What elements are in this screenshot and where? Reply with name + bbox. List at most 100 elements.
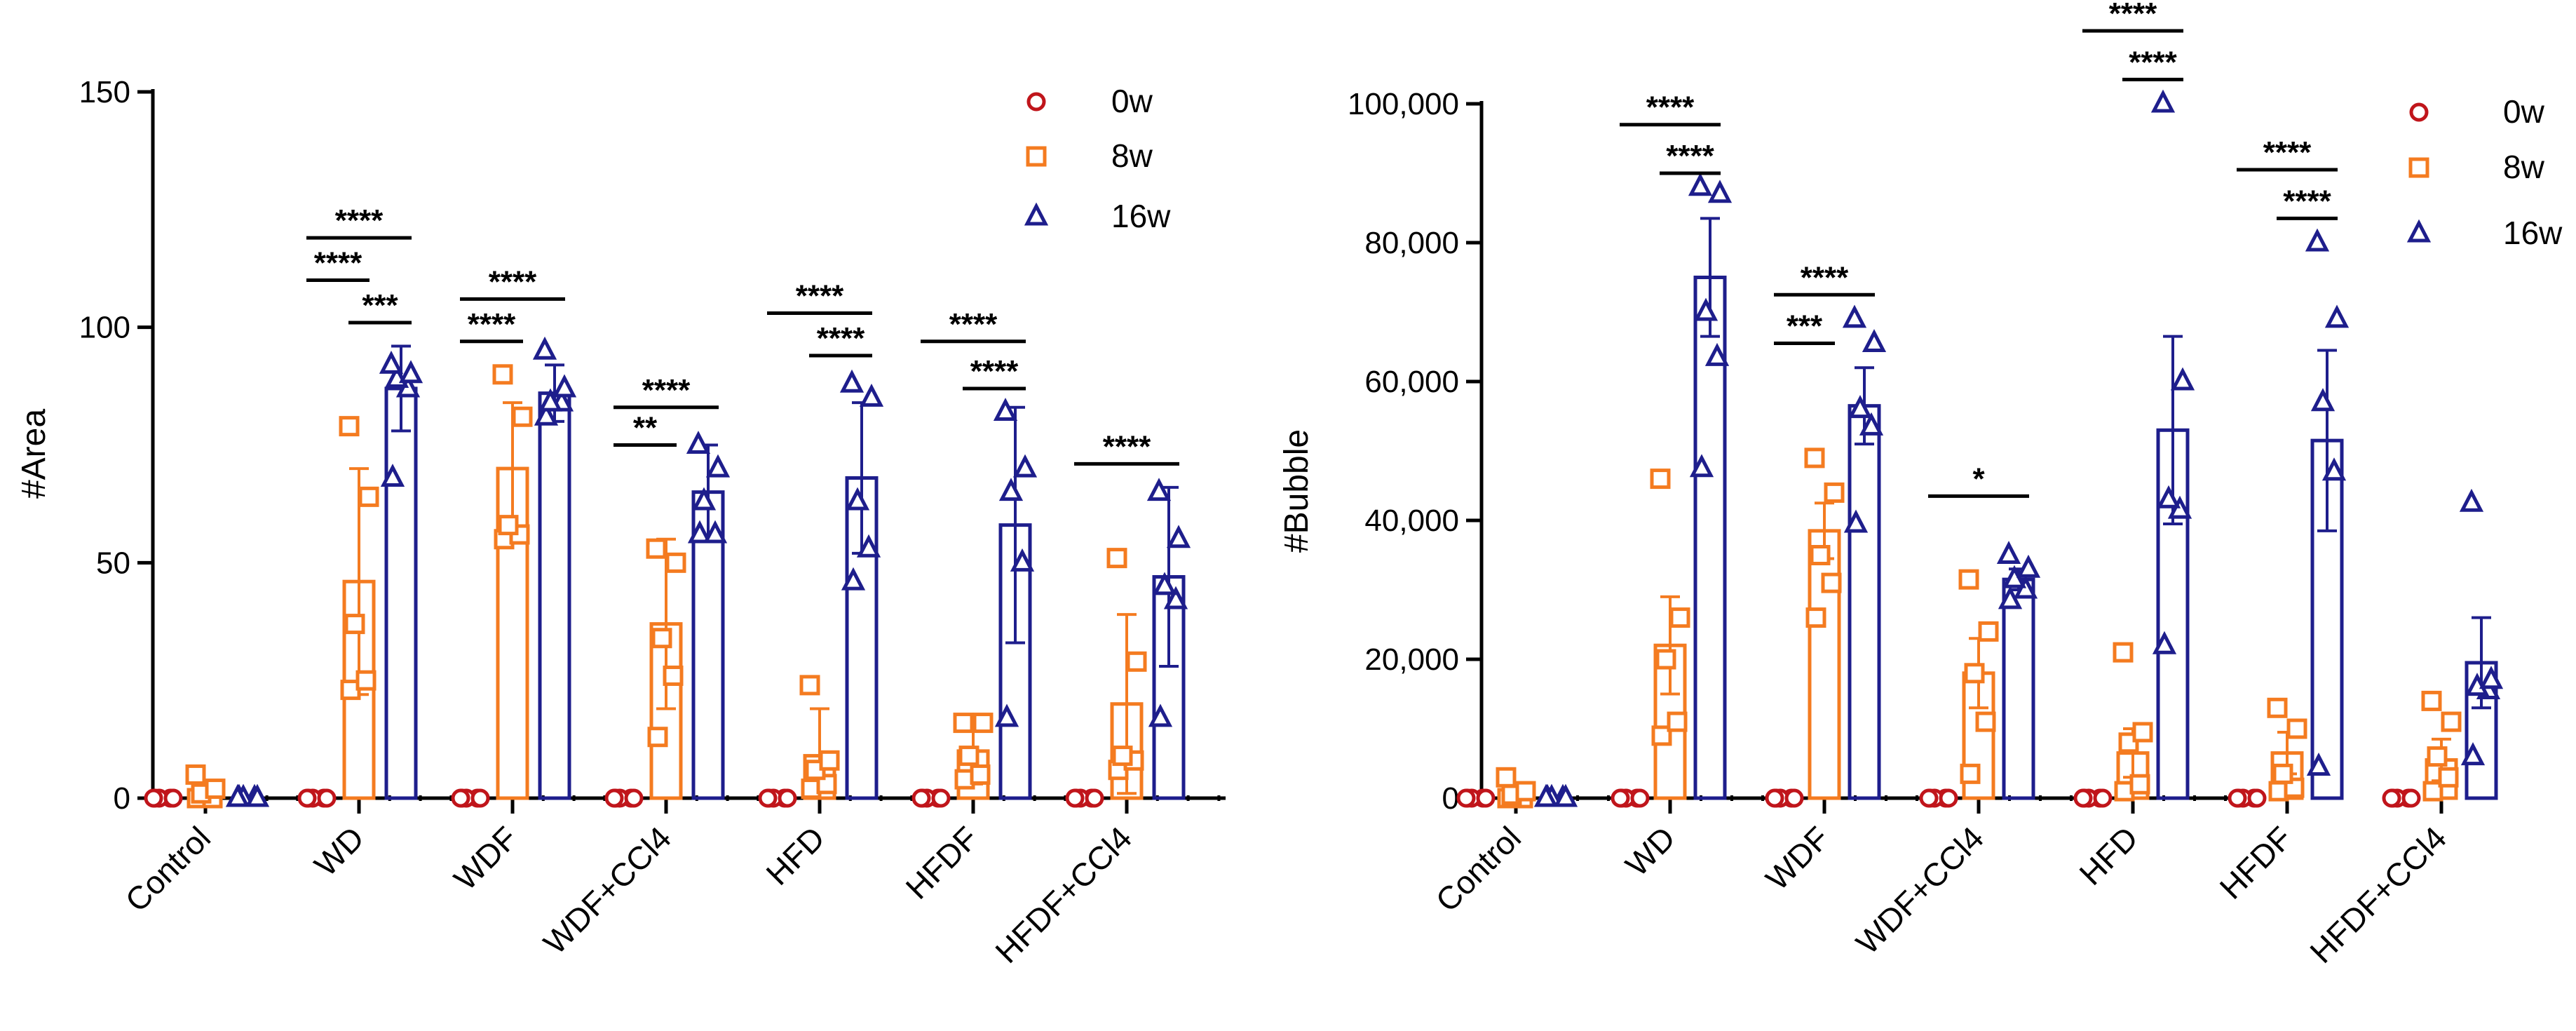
data-point [931, 788, 951, 808]
data-point [799, 675, 820, 696]
data-point [845, 487, 870, 511]
data-point [379, 350, 404, 374]
data-point [552, 374, 577, 398]
legend-marker [2409, 102, 2429, 122]
data-point [1010, 548, 1035, 572]
data-point [317, 788, 337, 808]
data-point [1842, 304, 1867, 328]
significance-label: **** [642, 373, 691, 407]
y-tick-label: 40,000 [1364, 504, 1459, 538]
data-point [498, 515, 519, 536]
y-tick-label: 50 [96, 546, 130, 580]
data-point [647, 727, 668, 748]
data-point [1630, 788, 1650, 808]
y-tick-label: 60,000 [1364, 365, 1459, 399]
y-tick-label: 0 [1442, 781, 1459, 816]
data-point [758, 788, 778, 808]
data-point [778, 788, 797, 808]
data-point [839, 369, 865, 393]
category-label: HFDF [2213, 819, 2299, 905]
data-point [339, 416, 360, 437]
category-label: WDF+CCl4 [1849, 819, 1991, 961]
data-point [2228, 788, 2247, 808]
data-point [2305, 228, 2330, 252]
legend-marker [1026, 146, 1047, 167]
data-point [2093, 788, 2113, 808]
data-point [1126, 651, 1147, 672]
significance-label: **** [335, 203, 384, 238]
chart-2: 0 20,000 40,000 60,000 80,000 100,000 #Bubble C… [1278, 0, 2563, 970]
data-point [344, 614, 365, 635]
data-point [2401, 788, 2421, 808]
y-tick-label: 0 [114, 781, 130, 816]
legend-label: 0w [1111, 83, 1153, 119]
significance-label: ** [633, 411, 658, 445]
data-point [998, 478, 1024, 501]
data-point [1693, 297, 1719, 321]
data-point [1065, 788, 1085, 808]
data-point [691, 487, 717, 511]
data-point [470, 788, 490, 808]
data-point [1106, 548, 1127, 569]
data-point [163, 788, 183, 808]
legend-marker [1024, 202, 1049, 226]
y-tick-label: 150 [79, 75, 130, 109]
data-point [1784, 788, 1804, 808]
data-point [225, 783, 250, 807]
category-label: HFD [759, 819, 832, 892]
category-label: WDF [1758, 819, 1836, 897]
data-point [2113, 642, 2134, 663]
data-point [1707, 180, 1733, 203]
data-point [1163, 586, 1188, 609]
data-point [703, 520, 728, 544]
data-point [2324, 304, 2350, 328]
significance-label: *** [1787, 309, 1823, 344]
data-point [355, 670, 377, 691]
significance-label: **** [1666, 139, 1714, 173]
data-point [1804, 447, 1825, 469]
data-point [380, 464, 405, 487]
data-point [1688, 173, 1713, 196]
data-point [2247, 788, 2267, 808]
data-point [624, 788, 644, 808]
data-point [492, 364, 513, 385]
data-point [2156, 485, 2181, 508]
data-point [1960, 763, 1981, 784]
significance-label: *** [362, 288, 398, 323]
data-point [1689, 454, 1714, 478]
data-point [205, 779, 226, 800]
data-point [2267, 697, 2288, 718]
significance-label: **** [2129, 45, 2177, 79]
data-point [1166, 525, 1191, 548]
data-point [687, 520, 712, 544]
data-point [1810, 545, 1831, 565]
data-point [665, 552, 686, 573]
legend-marker [2406, 219, 2432, 243]
legend-marker [1026, 92, 1046, 112]
data-point [1152, 572, 1177, 595]
data-point [451, 788, 470, 808]
significance-label: **** [2263, 135, 2312, 170]
data-point [1824, 482, 1845, 503]
data-point [1862, 329, 1887, 353]
data-point [1848, 395, 1873, 419]
data-point [972, 713, 994, 734]
data-point [1655, 649, 1676, 670]
category-label: WDF+CCl4 [536, 819, 678, 961]
data-point [2427, 746, 2448, 767]
data-point [532, 336, 557, 360]
data-point [2152, 631, 2177, 654]
data-point [2459, 488, 2484, 512]
data-point [958, 746, 979, 767]
data-point [1148, 703, 1173, 727]
data-point [538, 388, 563, 412]
data-point [686, 431, 711, 454]
data-point [1975, 711, 1996, 732]
data-point [1611, 788, 1630, 808]
data-point [1515, 781, 1536, 802]
significance-label: * [1972, 461, 1985, 496]
data-point [993, 398, 1018, 422]
data-point [398, 360, 423, 384]
bar [1808, 529, 1841, 800]
